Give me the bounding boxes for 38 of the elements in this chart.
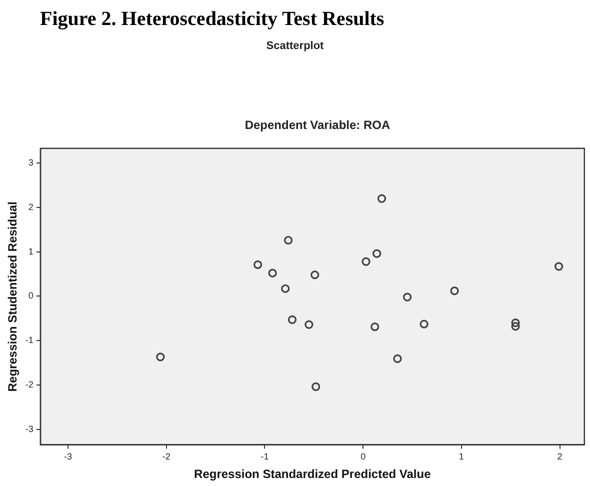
point	[254, 260, 262, 269]
x-tick-label: 0	[360, 452, 366, 462]
point	[377, 194, 386, 203]
y-tick-label: 1	[28, 246, 34, 256]
point	[370, 322, 380, 332]
point	[420, 320, 428, 328]
y-tick-label: 0	[28, 290, 34, 301]
y-tick-label: 2	[28, 202, 34, 212]
x-tick-label: -1	[260, 452, 269, 462]
x-axis-title: Regression Standardized Predicted Value	[194, 467, 432, 482]
point	[281, 284, 290, 293]
point	[268, 268, 277, 278]
y-axis-title: Regression Studentized Residual	[6, 202, 20, 392]
point	[310, 270, 320, 280]
point	[393, 354, 402, 364]
point	[372, 249, 382, 258]
chart-title: Figure 2. Heteroscedasticity Test Results	[40, 8, 384, 31]
point	[304, 320, 314, 329]
point	[403, 292, 412, 302]
point	[156, 352, 165, 362]
x-tick-label: 1	[458, 452, 464, 462]
point	[511, 322, 520, 331]
point	[554, 262, 564, 271]
x-tick-label: -3	[64, 452, 72, 462]
point	[288, 315, 297, 324]
y-tick-label: -3	[25, 424, 34, 434]
point	[362, 257, 370, 266]
point	[284, 236, 293, 245]
x-tick-label: 2	[557, 452, 562, 462]
x-tick-label: -2	[162, 452, 170, 462]
point	[511, 318, 520, 328]
y-tick-label: 3	[28, 158, 34, 168]
text: Dependent Variable: ROA	[244, 118, 392, 132]
chart-subtitle: Scatterplot	[265, 40, 325, 52]
point	[312, 382, 320, 391]
y-tick-label: -2	[25, 379, 34, 390]
y-tick-label: -1	[25, 335, 34, 346]
point	[450, 286, 459, 296]
